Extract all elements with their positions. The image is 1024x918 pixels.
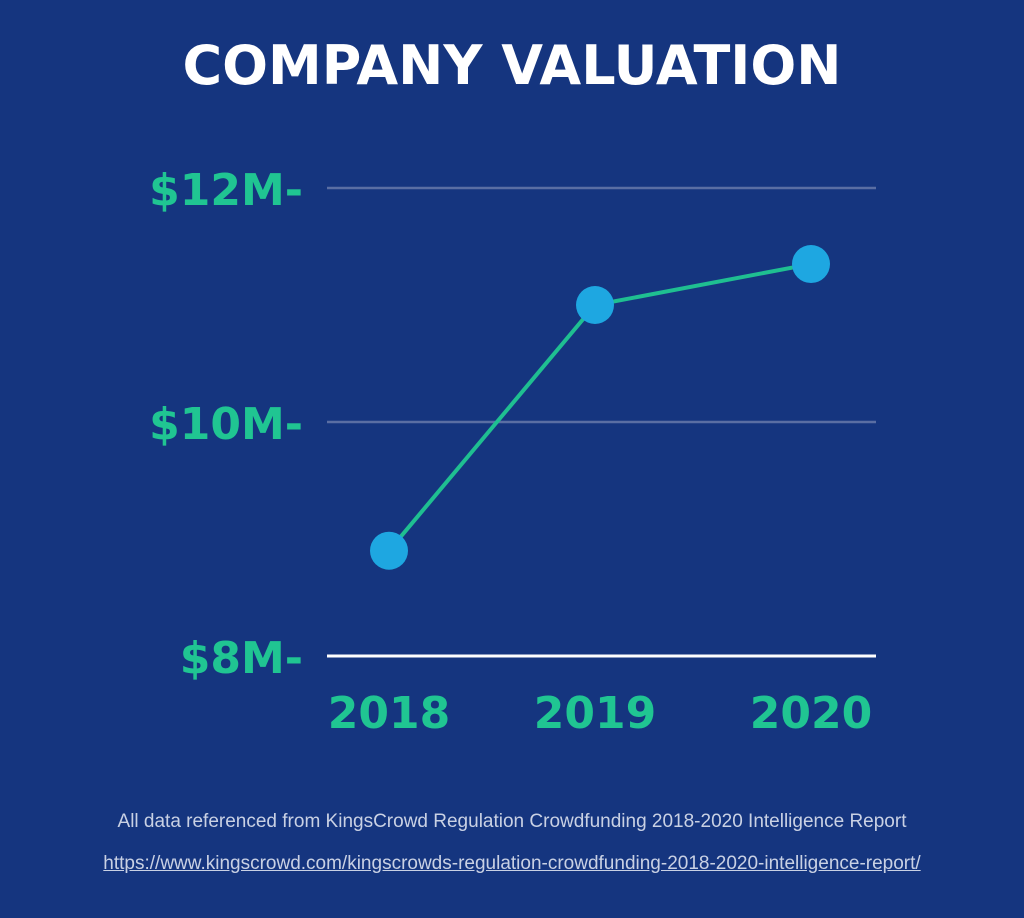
chart-title: COMPANY VALUATION xyxy=(182,34,842,97)
data-point xyxy=(576,286,614,324)
y-tick-label: $12M- xyxy=(149,165,303,216)
source-link[interactable]: https://www.kingscrowd.com/kingscrowds-r… xyxy=(103,853,921,874)
y-tick-label: $8M- xyxy=(180,633,303,684)
data-point xyxy=(370,531,408,570)
source-note: All data referenced from KingsCrowd Regu… xyxy=(117,811,907,832)
x-tick-label: 2020 xyxy=(750,688,872,739)
x-tick-label: 2019 xyxy=(534,688,656,739)
y-tick-label: $10M- xyxy=(149,399,303,450)
data-point xyxy=(792,245,830,284)
x-tick-label: 2018 xyxy=(328,688,450,739)
